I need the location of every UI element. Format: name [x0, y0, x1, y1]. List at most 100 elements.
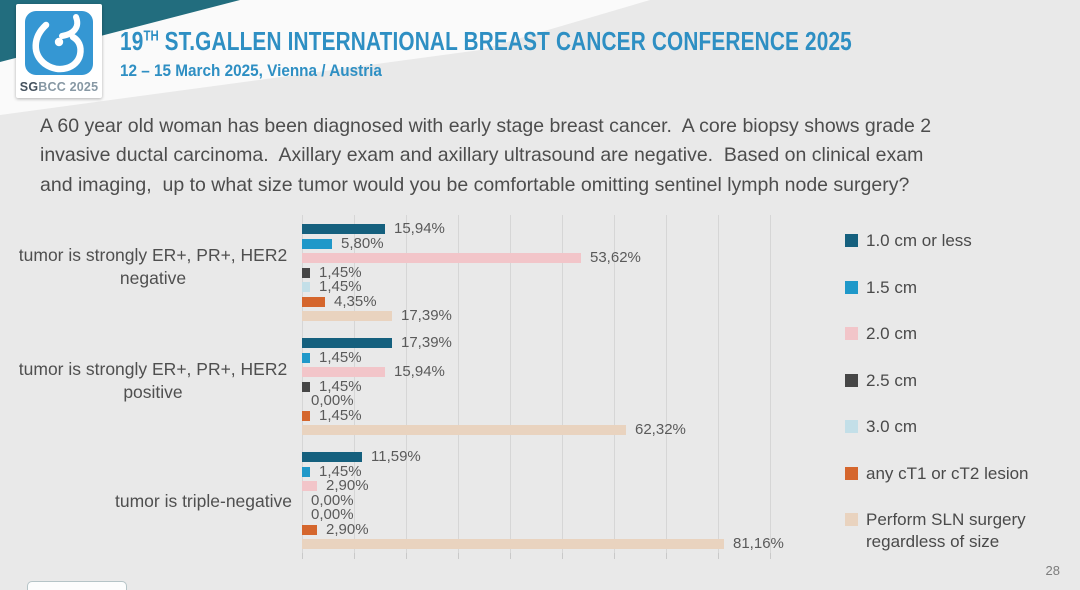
question-text: A 60 year old woman has been diagnosed w…	[40, 112, 1050, 200]
legend-label: 2.0 cm	[866, 324, 918, 343]
bar	[302, 352, 310, 363]
bottom-edge-overlay	[27, 581, 127, 590]
axis-tick	[302, 553, 303, 559]
bar	[302, 253, 581, 263]
gridline	[458, 215, 459, 553]
category-label-line: tumor is strongly ER+, PR+, HER2	[18, 245, 288, 265]
bar	[302, 425, 626, 435]
legend-item: Perform SLN surgery regardless of size	[845, 509, 1066, 553]
legend-label: 2.5 cm	[866, 370, 918, 390]
bar-value-label: 53,62%	[590, 249, 641, 266]
legend-swatch	[845, 466, 858, 480]
bar-value-label: 62,32%	[635, 421, 686, 438]
title-number: 19	[120, 26, 144, 56]
category-label-line: tumor is triple-negative	[114, 491, 292, 511]
gridline	[510, 215, 511, 553]
bar-value-label: 1,45%	[319, 348, 362, 366]
axis-tick	[770, 553, 771, 559]
bar-value-label: 0,00%	[311, 392, 354, 409]
legend-item: 3.0 cm	[845, 416, 1066, 438]
sgbcc-logo-text: SGBCC 2025	[16, 80, 102, 94]
axis-tick	[614, 553, 615, 559]
legend-swatch	[845, 234, 858, 247]
bar	[302, 224, 385, 234]
legend: 1.0 cm or less 1.5 cm 2.0 cm 2.5 cm 3.0 cm an…	[845, 230, 1066, 553]
bar-value-label: 15,94%	[394, 220, 445, 237]
gridline	[718, 215, 719, 553]
bar	[302, 296, 325, 307]
bar	[302, 238, 332, 249]
category-label-line: positive	[123, 382, 183, 402]
category-label: tumor is strongly ER+, PR+, HER2 positive	[14, 358, 292, 404]
legend-swatch	[845, 373, 858, 387]
bar-value-label: 0,00%	[311, 491, 354, 509]
bar-value-label: 1,45%	[319, 406, 362, 424]
gridline	[562, 215, 563, 553]
legend-swatch	[845, 513, 858, 526]
legend-label: Perform SLN surgery regardless of size	[866, 510, 1026, 551]
bar-value-label: 15,94%	[394, 363, 445, 380]
bar	[302, 367, 385, 377]
gridline	[406, 215, 407, 553]
bar-value-label: 1,45%	[319, 263, 362, 281]
legend-item: 1.0 cm or less	[845, 230, 1066, 252]
question-line-1: A 60 year old woman has been diagnosed w…	[40, 115, 932, 137]
legend-label: 1.0 cm or less	[866, 231, 972, 250]
bar	[302, 524, 317, 535]
bar	[302, 311, 392, 321]
bar-value-label: 2,90%	[326, 477, 369, 494]
legend-item: any cT1 or cT2 lesion	[845, 463, 1066, 485]
category-label: tumor is triple-negative	[14, 490, 292, 513]
bar-value-label: 81,16%	[733, 535, 784, 552]
axis-tick	[718, 553, 719, 559]
question-line-3: and imaging, up to what size tumor would…	[40, 173, 910, 196]
bar	[302, 539, 724, 549]
axis-tick	[354, 553, 355, 559]
sgbcc-logo-mark	[25, 11, 93, 75]
axis-tick	[562, 553, 563, 559]
bar-value-label: 11,59%	[371, 448, 421, 465]
gridline	[614, 215, 615, 553]
legend-label: 1.5 cm	[866, 277, 918, 297]
bar-value-label: 4,35%	[334, 292, 377, 310]
bar	[302, 452, 362, 462]
category-label-line: tumor is strongly ER+, PR+, HER2	[18, 359, 288, 379]
axis-tick	[666, 553, 667, 559]
legend-swatch	[845, 280, 858, 294]
category-label-line: negative	[119, 268, 187, 288]
question-line-2: invasive ductal carcinoma. Axillary exam…	[40, 144, 924, 167]
axis-tick	[458, 553, 459, 559]
bar-value-label: 5,80%	[341, 234, 384, 252]
logo-text-bcc: BCC	[38, 80, 66, 94]
bar	[302, 466, 310, 477]
bar	[302, 282, 310, 292]
bar-value-label: 17,39%	[401, 307, 452, 324]
bar	[302, 381, 310, 392]
plot-area: 15,94% 5,80% 53,62% 1,45% 1,45% 4,35% 17,39% 17…	[302, 215, 802, 559]
conference-title: 19TH ST.GALLEN INTERNATIONAL BREAST CANC…	[120, 26, 852, 57]
legend-item: 2.0 cm	[845, 323, 1066, 345]
bar-value-label: 1,45%	[319, 278, 362, 295]
bar	[302, 267, 310, 278]
breast-glyph-icon	[32, 14, 84, 73]
legend-swatch	[845, 327, 858, 340]
logo-text-sg: SG	[19, 80, 39, 94]
title-rest: ST.GALLEN INTERNATIONAL BREAST CANCER CO…	[158, 26, 852, 56]
title-ordinal: TH	[143, 28, 159, 45]
bar	[302, 410, 310, 421]
sgbcc-logo: SGBCC 2025	[16, 4, 102, 98]
bar-value-label: 2,90%	[326, 520, 369, 538]
bar	[302, 481, 317, 491]
bar-value-label: 0,00%	[311, 506, 354, 523]
axis-tick	[406, 553, 407, 559]
legend-item: 1.5 cm	[845, 277, 1066, 299]
axis-tick	[510, 553, 511, 559]
bar	[302, 338, 392, 348]
legend-label: any cT1 or cT2 lesion	[866, 463, 1029, 483]
page-number: 28	[1045, 563, 1060, 578]
bar-value-label: 1,45%	[319, 462, 362, 480]
category-label: tumor is strongly ER+, PR+, HER2 negative	[14, 244, 292, 290]
logo-text-year: 2025	[65, 80, 99, 94]
legend-swatch	[845, 420, 858, 433]
